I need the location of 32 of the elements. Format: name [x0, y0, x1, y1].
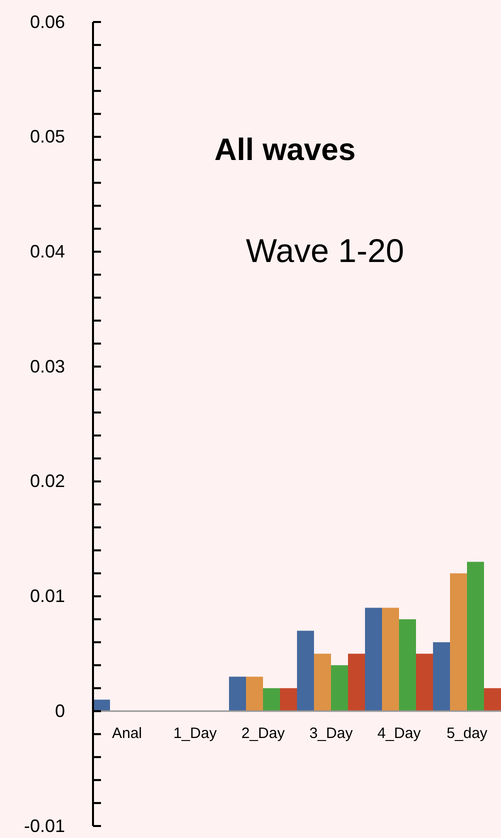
x-tick-label: 4_Day	[377, 725, 422, 742]
bar	[450, 573, 467, 712]
y-tick-label: 0.02	[30, 471, 65, 492]
y-tick-label: 0.01	[30, 586, 65, 606]
bar	[280, 688, 297, 712]
y-tick-label: 0	[54, 700, 65, 721]
x-tick-label: 1_Day	[173, 725, 218, 742]
bar	[484, 688, 501, 712]
x-tick-label: Anal	[112, 725, 142, 742]
x-tick-label: 5_day	[446, 725, 488, 742]
x-tick-label: 3_Day	[309, 725, 354, 742]
bar	[229, 676, 246, 712]
x-tick-label: 2_Day	[241, 725, 286, 742]
y-tick-label: 0.03	[30, 356, 65, 376]
bar	[314, 654, 331, 712]
bar	[433, 642, 450, 712]
bar	[297, 630, 314, 712]
bar	[467, 562, 484, 712]
bar	[382, 608, 399, 712]
y-tick-label: 0.05	[30, 126, 65, 147]
y-tick-label: 0.06	[30, 12, 65, 32]
bar	[416, 654, 433, 712]
y-tick-label: -0.01	[24, 816, 65, 836]
text: All waves	[214, 132, 356, 167]
text: Wave 1-20	[246, 232, 404, 269]
bar	[399, 619, 416, 712]
bar	[263, 688, 280, 712]
y-tick-label: 0.04	[30, 241, 65, 262]
bar	[246, 676, 263, 712]
bar	[348, 654, 365, 712]
bar	[331, 665, 348, 712]
bar	[365, 608, 382, 712]
